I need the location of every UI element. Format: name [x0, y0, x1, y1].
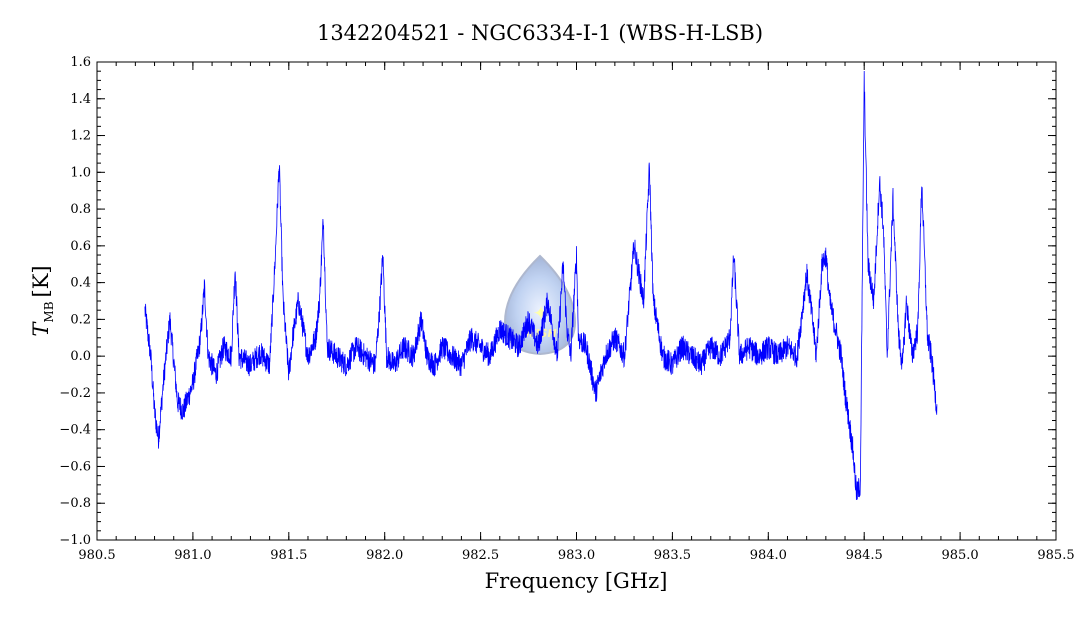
y-tick-label: 0.2 — [70, 312, 91, 327]
x-tick-label: 981.5 — [270, 548, 307, 563]
y-tick-label: 1.6 — [70, 55, 91, 70]
series-group — [144, 70, 938, 501]
y-tick-label: 1.4 — [70, 92, 91, 107]
y-tick-label: −0.2 — [59, 386, 91, 401]
plot-frame — [96, 61, 1057, 541]
spectrum-line — [144, 70, 938, 501]
y-tick-label: −0.6 — [59, 459, 91, 474]
y-tick-label: −1.0 — [59, 533, 91, 548]
x-tick-label: 984.0 — [750, 548, 787, 563]
svg-text:TMB[K]: TMB [K] — [29, 265, 56, 336]
x-axis-ticks: 980.5 981.0 981.5 982.0 982.5 983.0 983.5 984.0… — [78, 62, 1075, 563]
x-tick-label: 982.5 — [462, 548, 499, 563]
x-tick-label: 980.5 — [78, 548, 115, 563]
y-axis-label-main: T — [29, 321, 53, 337]
x-tick-label: 984.5 — [846, 548, 883, 563]
y-tick-label: 0.8 — [70, 202, 91, 217]
x-tick-label: 982.0 — [366, 548, 403, 563]
x-tick-label: 981.0 — [174, 548, 211, 563]
x-axis-label: Frequency [GHz] — [485, 569, 668, 593]
y-tick-label: 0.6 — [70, 239, 91, 254]
chart-title: 1342204521 - NGC6334-I-1 (WBS-H-LSB) — [317, 21, 763, 45]
y-axis-label: TMB [K] — [29, 265, 56, 336]
y-tick-label: −0.8 — [59, 496, 91, 511]
y-tick-label: 0.4 — [70, 276, 91, 291]
y-tick-label: −0.4 — [59, 423, 91, 438]
x-tick-label: 983.0 — [558, 548, 595, 563]
y-tick-label: 1.2 — [70, 129, 91, 144]
x-tick-label: 985.0 — [941, 548, 978, 563]
y-axis-label-sub: MB — [42, 301, 56, 322]
y-tick-label: 1.0 — [70, 165, 91, 180]
y-axis-label-unit: [K] — [29, 265, 53, 297]
y-tick-label: 0.0 — [70, 349, 91, 364]
x-tick-label: 985.5 — [1037, 548, 1074, 563]
x-tick-label: 983.5 — [654, 548, 691, 563]
